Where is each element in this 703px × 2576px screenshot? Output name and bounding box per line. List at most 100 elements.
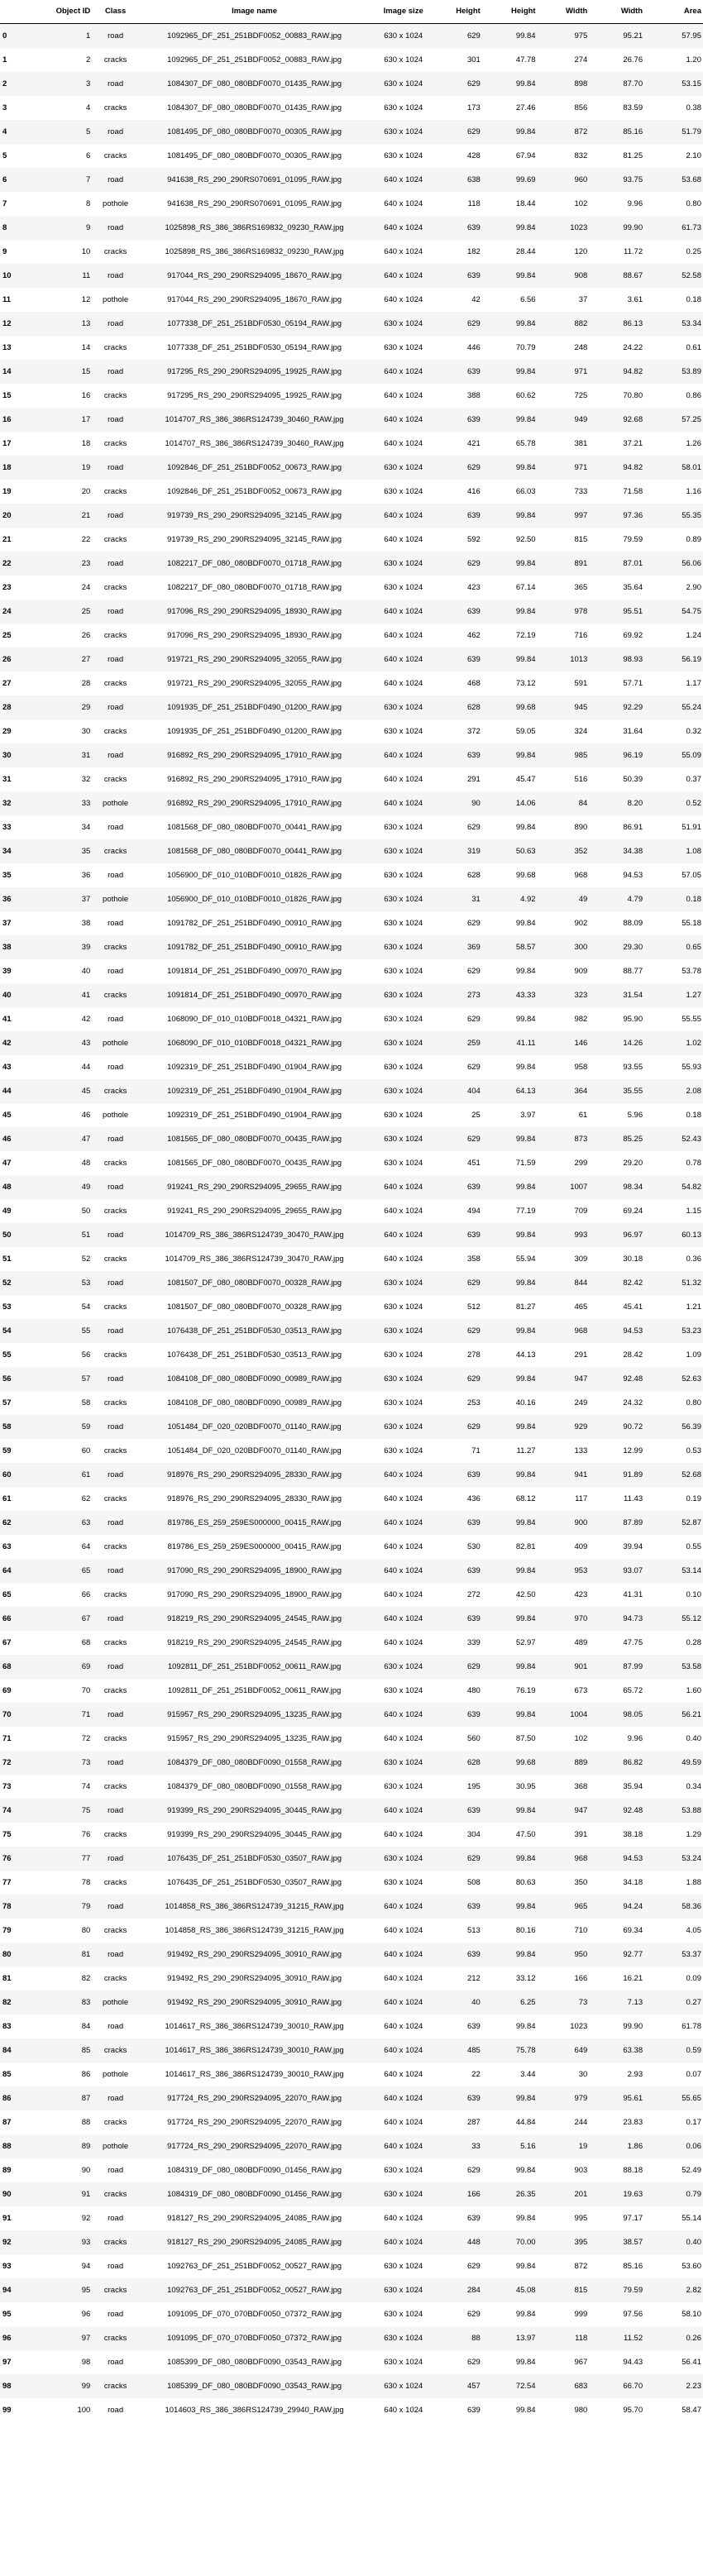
cell-area: 61.78 [644,2014,703,2038]
table-row: 22 23 road 1082217_DF_080_080BDF0070_01718_… [0,552,703,576]
cell-image-size: 630 x 1024 [370,719,438,743]
cell-object-id: 93 [36,2230,93,2254]
cell-image-size: 630 x 1024 [370,839,438,863]
cell-object-id: 77 [36,1847,93,1871]
cell-area: 53.24 [644,1847,703,1871]
cell-area: 53.88 [644,1799,703,1823]
cell-width-px: 902 [537,911,590,935]
cell-height-px: 629 [437,815,482,839]
cell-class: road [92,408,139,432]
cell-height-pct: 99.84 [481,1655,538,1679]
cell-object-id: 26 [36,624,93,648]
cell-width-px: 832 [537,144,590,168]
cell-height-pct: 64.13 [481,1079,538,1103]
cell-height-pct: 41.11 [481,1031,538,1055]
cell-height-px: 90 [437,791,482,815]
cell-image-size: 630 x 1024 [370,2326,438,2350]
table-row: 61 62 cracks 918976_RS_290_290RS294095_2833… [0,1487,703,1511]
cell-area: 0.36 [644,1247,703,1271]
cell-height-px: 639 [437,1895,482,1919]
cell-image-size: 640 x 1024 [370,432,438,456]
table-row: 15 16 cracks 917295_RS_290_290RS294095_1992… [0,384,703,408]
cell-height-pct: 42.50 [481,1583,538,1607]
cell-image-name: 1091782_DF_251_251BDF0490_00910_RAW.jpg [138,911,371,935]
cell-width-px: 1023 [537,216,590,240]
cell-area: 0.38 [644,96,703,120]
table-row: 52 53 road 1081507_DF_080_080BDF0070_00328_… [0,1271,703,1295]
cell-image-size: 630 x 1024 [370,2254,438,2278]
cell-row-index: 96 [0,2326,37,2350]
cell-row-index: 74 [0,1799,37,1823]
cell-height-pct: 68.12 [481,1487,538,1511]
cell-row-index: 75 [0,1823,37,1847]
cell-height-px: 639 [437,1175,482,1199]
cell-height-px: 388 [437,384,482,408]
cell-image-size: 630 x 1024 [370,983,438,1007]
cell-object-id: 3 [36,72,93,96]
cell-row-index: 4 [0,120,37,144]
cell-area: 52.87 [644,1511,703,1535]
cell-area: 53.58 [644,1655,703,1679]
table-row: 16 17 road 1014707_RS_386_386RS124739_30460… [0,408,703,432]
cell-row-index: 90 [0,2182,37,2206]
cell-height-pct: 26.35 [481,2182,538,2206]
cell-height-pct: 33.12 [481,1967,538,1991]
cell-width-pct: 66.70 [589,2374,645,2398]
cell-height-pct: 3.97 [481,1103,538,1127]
cell-area: 1.02 [644,1031,703,1055]
table-row: 86 87 road 917724_RS_290_290RS294095_22070_… [0,2086,703,2110]
cell-width-px: 673 [537,1679,590,1703]
cell-image-name: 1077338_DF_251_251BDF0530_05194_RAW.jpg [138,312,371,336]
cell-image-name: 917295_RS_290_290RS294095_19925_RAW.jpg [138,360,371,384]
cell-class: road [92,2014,139,2038]
cell-object-id: 19 [36,456,93,480]
cell-class: cracks [92,528,139,552]
cell-width-px: 993 [537,1223,590,1247]
cell-area: 51.32 [644,1271,703,1295]
cell-area: 0.52 [644,791,703,815]
cell-class: road [92,1127,139,1151]
table-header: Object ID Class Image name Image size He… [0,0,703,24]
cell-width-pct: 90.72 [589,1415,645,1439]
table-row: 39 40 road 1091814_DF_251_251BDF0490_00970_… [0,959,703,983]
header-image-name: Image name [138,0,371,24]
cell-class: cracks [92,839,139,863]
cell-image-name: 1092319_DF_251_251BDF0490_01904_RAW.jpg [138,1103,371,1127]
cell-width-px: 872 [537,2254,590,2278]
cell-row-index: 27 [0,671,37,695]
cell-image-name: 1056900_DF_010_010BDF0010_01826_RAW.jpg [138,887,371,911]
cell-image-size: 640 x 1024 [370,1463,438,1487]
cell-image-size: 630 x 1024 [370,480,438,504]
cell-class: road [92,1511,139,1535]
header-height-pct: Height [481,0,538,24]
cell-object-id: 49 [36,1175,93,1199]
cell-height-pct: 99.84 [481,1055,538,1079]
cell-width-px: 709 [537,1199,590,1223]
cell-width-pct: 94.24 [589,1895,645,1919]
cell-height-pct: 40.16 [481,1391,538,1415]
cell-height-pct: 65.78 [481,432,538,456]
cell-class: cracks [92,1343,139,1367]
cell-class: cracks [92,719,139,743]
cell-object-id: 13 [36,312,93,336]
cell-height-pct: 76.19 [481,1679,538,1703]
cell-row-index: 8 [0,216,37,240]
cell-width-pct: 24.22 [589,336,645,360]
cell-image-name: 918976_RS_290_290RS294095_28330_RAW.jpg [138,1463,371,1487]
cell-width-px: 49 [537,887,590,911]
cell-height-px: 629 [437,1007,482,1031]
cell-image-name: 917090_RS_290_290RS294095_18900_RAW.jpg [138,1583,371,1607]
table-row: 7 8 pothole 941638_RS_290_290RS070691_01095… [0,192,703,216]
cell-row-index: 94 [0,2278,37,2302]
table-row: 30 31 road 916892_RS_290_290RS294095_17910_… [0,743,703,767]
cell-width-pct: 85.16 [589,2254,645,2278]
cell-area: 58.47 [644,2398,703,2422]
cell-width-px: 971 [537,360,590,384]
cell-width-pct: 83.59 [589,96,645,120]
table-row: 19 20 cracks 1092846_DF_251_251BDF0052_0067… [0,480,703,504]
cell-image-name: 1076435_DF_251_251BDF0530_03507_RAW.jpg [138,1871,371,1895]
cell-image-size: 630 x 1024 [370,1127,438,1151]
cell-height-px: 428 [437,144,482,168]
cell-width-px: 965 [537,1895,590,1919]
cell-image-name: 819786_ES_259_259ES000000_00415_RAW.jpg [138,1535,371,1559]
